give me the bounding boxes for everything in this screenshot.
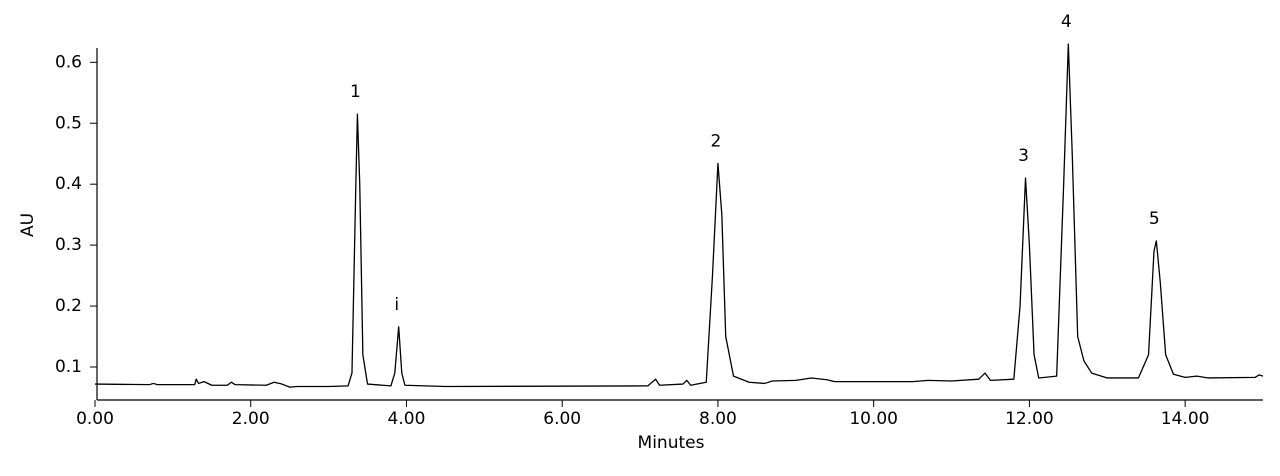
chromatogram-line — [94, 43, 1264, 388]
y-axis-label: AU — [18, 213, 38, 237]
x-tick-label: 12.00 — [1005, 409, 1054, 429]
x-tick-label: 10.00 — [849, 409, 898, 429]
x-tick-label: 4.00 — [388, 409, 426, 429]
peak-label: 3 — [1018, 146, 1029, 166]
x-tick-label: 0.00 — [76, 409, 114, 429]
x-tick-label: 2.00 — [232, 409, 270, 429]
peak-label: 1 — [350, 82, 361, 102]
y-tick-label: 0.1 — [55, 357, 82, 377]
x-tick-label: 14.00 — [1161, 409, 1210, 429]
y-tick-label: 0.4 — [55, 174, 82, 194]
y-tick-label: 0.5 — [55, 113, 82, 133]
y-tick-label: 0.6 — [55, 52, 82, 72]
peak-label: 2 — [711, 131, 722, 151]
peak-label: 4 — [1061, 12, 1072, 32]
y-tick-label: 0.3 — [55, 235, 82, 255]
x-tick-label: 6.00 — [543, 409, 581, 429]
peak-label: i — [394, 295, 399, 315]
x-axis-label: Minutes — [638, 433, 705, 453]
x-tick-label: 8.00 — [699, 409, 737, 429]
peak-label: 5 — [1149, 209, 1160, 229]
y-tick-label: 0.2 — [55, 296, 82, 316]
